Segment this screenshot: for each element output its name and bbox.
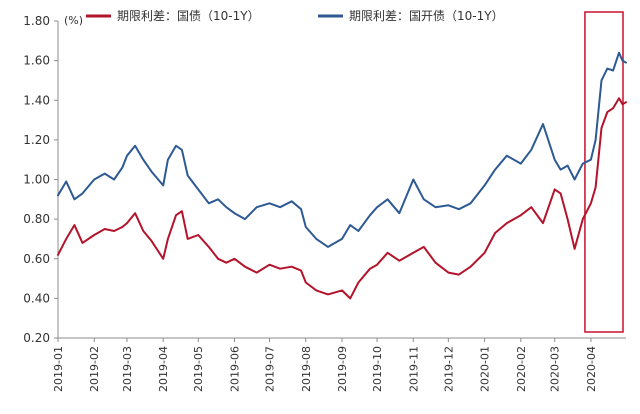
y-tick-label: 0.40 xyxy=(23,291,50,305)
x-tick-label: 2019-02 xyxy=(88,346,101,392)
legend-item-series-2: 期限利差：国开债（10-1Y） xyxy=(318,9,504,23)
legend-label-series-1: 期限利差：国债（10-1Y） xyxy=(117,9,260,23)
x-tick-label: 2019-10 xyxy=(371,346,384,392)
x-tick-label: 2020-02 xyxy=(515,346,528,392)
highlight-box xyxy=(584,11,624,333)
legend-label-series-2: 期限利差：国开债（10-1Y） xyxy=(349,9,504,23)
x-tick-label: 2019-09 xyxy=(336,346,349,392)
x-tick-label: 2019-06 xyxy=(228,346,241,392)
x-tick-label: 2019-12 xyxy=(442,346,455,392)
y-tick-label: 0.60 xyxy=(23,252,50,266)
y-tick-label: 1.00 xyxy=(23,173,50,187)
chart-axes: 1.801.601.401.201.000.800.600.400.202019… xyxy=(23,14,626,392)
highlight-layer xyxy=(584,11,624,333)
y-tick-label: 1.80 xyxy=(23,14,50,28)
x-tick-label: 2020-03 xyxy=(549,346,562,392)
y-tick-label: 1.60 xyxy=(23,54,50,68)
x-tick-label: 2019-03 xyxy=(121,346,134,392)
series-line-2 xyxy=(57,51,627,248)
y-tick-label: 0.80 xyxy=(23,212,50,226)
series-lines xyxy=(57,51,627,300)
x-tick-label: 2020-04 xyxy=(585,346,598,392)
x-tick-label: 2019-07 xyxy=(264,346,277,392)
series-line-1 xyxy=(57,97,627,300)
y-tick-label: 0.20 xyxy=(23,331,50,345)
x-tick-label: 2019-04 xyxy=(157,346,170,392)
y-tick-label: 1.40 xyxy=(23,93,50,107)
x-tick-label: 2019-08 xyxy=(300,346,313,392)
x-tick-label: 2019-01 xyxy=(52,346,65,392)
x-tick-label: 2020-01 xyxy=(479,346,492,392)
y-tick-label: 1.20 xyxy=(23,133,50,147)
x-tick-label: 2019-11 xyxy=(407,346,420,392)
legend-item-series-1: 期限利差：国债（10-1Y） xyxy=(86,9,260,23)
x-tick-label: 2019-05 xyxy=(192,346,205,392)
chart-legend: 期限利差：国债（10-1Y） 期限利差：国开债（10-1Y） xyxy=(86,9,504,23)
y-unit-label: (%) xyxy=(64,14,83,27)
